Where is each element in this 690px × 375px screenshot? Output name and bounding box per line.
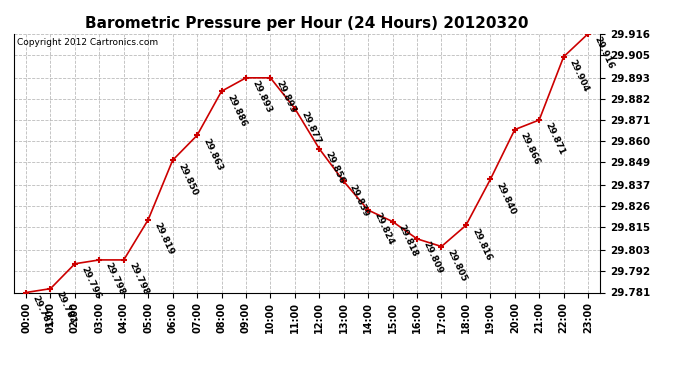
Text: 29.824: 29.824 — [373, 211, 395, 247]
Text: 29.816: 29.816 — [470, 227, 493, 262]
Title: Barometric Pressure per Hour (24 Hours) 20120320: Barometric Pressure per Hour (24 Hours) … — [86, 16, 529, 31]
Text: 29.805: 29.805 — [446, 248, 469, 283]
Text: 29.893: 29.893 — [250, 79, 273, 115]
Text: 29.798: 29.798 — [104, 261, 126, 297]
Text: 29.871: 29.871 — [543, 122, 566, 157]
Text: 29.877: 29.877 — [299, 110, 322, 146]
Text: 29.798: 29.798 — [128, 261, 151, 297]
Text: 29.904: 29.904 — [568, 58, 591, 93]
Text: 29.781: 29.781 — [30, 294, 53, 329]
Text: 29.866: 29.866 — [519, 131, 542, 166]
Text: Copyright 2012 Cartronics.com: Copyright 2012 Cartronics.com — [17, 38, 158, 46]
Text: 29.819: 29.819 — [152, 221, 175, 256]
Text: 29.893: 29.893 — [275, 79, 297, 115]
Text: 29.840: 29.840 — [495, 181, 518, 216]
Text: 29.783: 29.783 — [55, 290, 77, 326]
Text: 29.850: 29.850 — [177, 162, 199, 197]
Text: 29.818: 29.818 — [397, 223, 420, 258]
Text: 29.796: 29.796 — [79, 265, 102, 301]
Text: 29.916: 29.916 — [592, 35, 615, 70]
Text: 29.809: 29.809 — [421, 240, 444, 276]
Text: 29.839: 29.839 — [348, 183, 371, 218]
Text: 29.856: 29.856 — [324, 150, 346, 185]
Text: 29.886: 29.886 — [226, 93, 248, 128]
Text: 29.863: 29.863 — [201, 137, 224, 172]
